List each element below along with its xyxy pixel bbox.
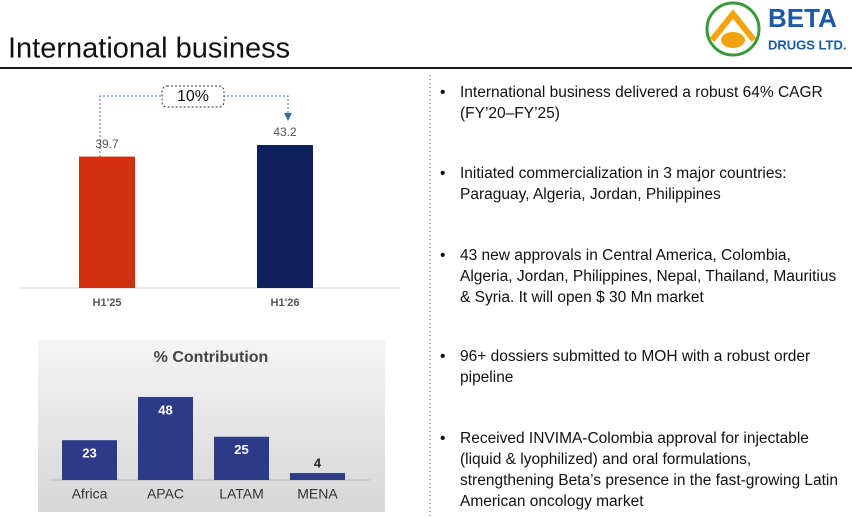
logo: BETA DRUGS LTD.: [705, 1, 846, 57]
data-label: 23: [82, 446, 96, 461]
bullet: • 96+ dossiers submitted to MOH with a ro…: [440, 346, 840, 388]
slide-title: International business: [8, 33, 290, 65]
data-label: 4: [314, 456, 322, 471]
data-label: 48: [158, 402, 172, 417]
bar: [138, 396, 193, 480]
bullet-text: International business delivered a robus…: [460, 84, 823, 122]
bullet-marker: •: [440, 84, 446, 101]
chart-title: % Contribution: [154, 349, 269, 366]
x-tick-label: H1'26: [271, 297, 300, 309]
bullet-text: Received INVIMA-Colombia approval for in…: [460, 430, 838, 510]
x-tick-label: Africa: [72, 486, 108, 502]
arrow-head: [284, 113, 292, 121]
bar: [257, 145, 313, 288]
logo-subname: DRUGS LTD.: [768, 37, 846, 52]
bullet: • International business delivered a robu…: [440, 82, 840, 124]
x-tick-label: APAC: [147, 486, 184, 502]
bullet-text: Initiated commercialization in 3 major c…: [460, 165, 787, 203]
annotation-box: [161, 85, 225, 108]
data-label: 25: [234, 442, 248, 457]
annotation: 10%: [177, 88, 209, 105]
data-label: 39.7: [95, 137, 119, 151]
bar: [290, 473, 345, 480]
data-label: 43.2: [273, 125, 297, 139]
logo-name: BETA: [768, 3, 837, 33]
bullet-text: 96+ dossiers submitted to MOH with a rob…: [460, 348, 811, 386]
bullet-marker: •: [440, 165, 446, 182]
bullet-marker: •: [440, 348, 446, 365]
bullet-text: 43 new approvals in Central America, Col…: [460, 247, 837, 306]
bar: [214, 436, 269, 480]
bar: [79, 156, 135, 288]
bullet-marker: •: [440, 247, 446, 264]
x-tick-label: H1'25: [93, 297, 122, 309]
bullet-marker: •: [440, 430, 446, 447]
bullet: • Initiated commercialization in 3 major …: [440, 163, 840, 205]
bullet: • Received INVIMA-Colombia approval for i…: [440, 428, 840, 512]
bar: [62, 440, 117, 480]
x-tick-label: MENA: [297, 486, 338, 502]
bullet: • 43 new approvals in Central America, Co…: [440, 245, 840, 308]
panel: [38, 340, 385, 512]
x-tick-label: LATAM: [219, 486, 264, 502]
